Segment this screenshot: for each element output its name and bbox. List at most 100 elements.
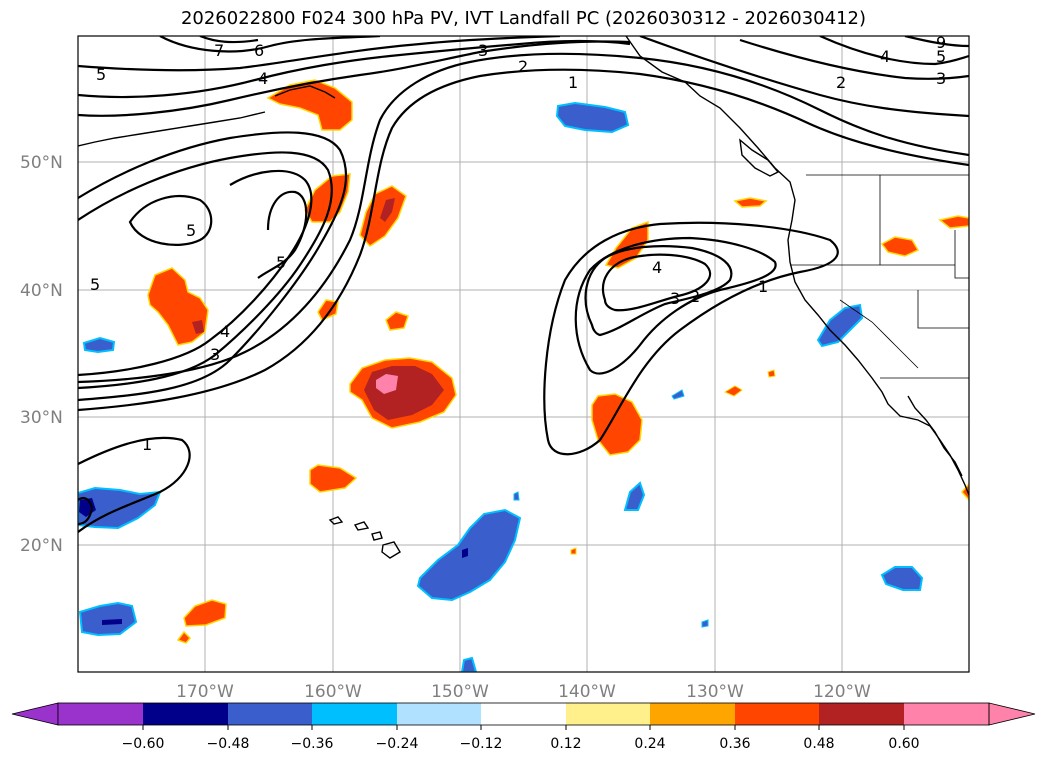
contour-label: 7 xyxy=(214,41,224,60)
blue-dot-3 xyxy=(701,619,709,628)
colorbar-extend-max xyxy=(988,702,1036,726)
blue-dot-1 xyxy=(671,389,685,400)
warm-blob-aleutian xyxy=(266,79,353,131)
contour-cutoff-4 xyxy=(602,253,712,312)
contour-label: 1 xyxy=(568,73,578,92)
warm-blob-oregon xyxy=(880,236,920,257)
contour-label: 5 xyxy=(96,65,106,84)
contour-cutoff-1 xyxy=(543,221,839,456)
lon-tick-label: 160°W xyxy=(304,682,362,702)
lon-tick-label: 170°W xyxy=(176,682,234,702)
colorbar-tick-label: −0.60 xyxy=(122,736,165,752)
contour-label: 9 xyxy=(936,33,946,52)
colorbar-segment xyxy=(228,703,312,725)
contour-2-west-trough xyxy=(78,131,348,402)
latitude-labels: 50°N 40°N 30°N 20°N xyxy=(20,153,63,556)
map-frame-bg xyxy=(78,36,969,672)
blue-blob-gulf-alaska xyxy=(555,101,630,134)
contour-5-ridge-inner xyxy=(128,195,213,246)
contour-label: 5 xyxy=(186,221,196,240)
warm-dot-2 xyxy=(767,369,776,378)
coastlines xyxy=(78,36,969,559)
colorbar-tick-label: −0.24 xyxy=(376,736,419,752)
longitude-labels: 170°W 160°W 150°W 140°W 130°W 120°W xyxy=(176,682,871,702)
colorbar: −0.60 −0.48 −0.36 −0.24 −0.12 0.12 0.24 … xyxy=(11,702,1036,752)
contour-label: 2 xyxy=(518,57,528,76)
contour-label: 6 xyxy=(254,41,264,60)
contour-top-4 xyxy=(78,39,631,99)
coast-hawaii-3 xyxy=(371,531,383,541)
contour-label: 3 xyxy=(210,345,220,364)
contour-south-1 xyxy=(78,436,191,533)
warm-blob-west-41n-core xyxy=(192,320,204,334)
coast-vancouver-island xyxy=(739,138,780,177)
contour-label: 2 xyxy=(690,287,700,306)
blue-blob-south-edge xyxy=(460,656,478,672)
pv-contours xyxy=(78,36,969,533)
contour-east-5 xyxy=(904,36,969,48)
coast-hawaii-2 xyxy=(353,521,370,531)
positive-anomaly-shading xyxy=(147,79,969,644)
colorbar-tick-label: −0.36 xyxy=(291,736,334,752)
blue-blob-west-14n xyxy=(78,601,138,637)
contour-label: 5 xyxy=(276,253,286,272)
warm-blob-sw-16n xyxy=(183,599,227,627)
colorbar-segment xyxy=(650,703,735,725)
graticule xyxy=(78,36,969,672)
colorbar-extend-min xyxy=(11,702,59,726)
warm-blob-162w-25n xyxy=(309,464,358,493)
coast-alaska-islands xyxy=(274,85,336,99)
colorbar-tick-label: 0.48 xyxy=(803,736,834,752)
blue-dot-2 xyxy=(513,491,520,501)
contour-label: 3 xyxy=(478,41,488,60)
warm-dot-3 xyxy=(570,547,577,555)
colorbar-segment xyxy=(819,703,904,725)
contour-top-left-7 xyxy=(199,36,259,44)
warm-blob-139w-28n xyxy=(591,393,643,456)
contour-top-5 xyxy=(78,36,561,72)
blue-blob-142w-23n xyxy=(623,481,646,511)
blue-blob-west-14n-core xyxy=(102,619,122,625)
contour-label: 1 xyxy=(758,277,768,296)
colorbar-segment xyxy=(143,703,228,725)
contour-east-4 xyxy=(819,36,969,66)
contour-south-inner xyxy=(78,496,94,526)
lon-tick-label: 150°W xyxy=(431,682,489,702)
contour-top-left-6 xyxy=(159,36,381,53)
lat-tick-label: 40°N xyxy=(20,281,63,301)
political-borders xyxy=(790,174,969,379)
lat-tick-label: 50°N xyxy=(20,153,63,173)
colorbar-tick-label: 0.60 xyxy=(888,736,919,752)
contour-label: 2 xyxy=(836,73,846,92)
contour-label: 5 xyxy=(936,47,946,66)
colorbar-segment xyxy=(904,703,989,725)
blue-blob-mexico xyxy=(880,566,924,591)
lat-tick-label: 30°N xyxy=(20,408,63,428)
lon-tick-label: 130°W xyxy=(686,682,744,702)
chart-title: 2026022800 F024 300 hPa PV, IVT Landfall… xyxy=(180,8,867,29)
contour-3-west-trough xyxy=(78,151,333,390)
warm-blob-137w-43n xyxy=(604,220,649,269)
lon-tick-label: 140°W xyxy=(558,682,616,702)
contour-east-2 xyxy=(639,36,969,118)
warm-blob-155w-37n xyxy=(385,311,409,331)
coast-hawaii-4 xyxy=(381,541,401,559)
colorbar-segment xyxy=(58,703,143,725)
contour-label: 3 xyxy=(670,289,680,308)
contour-label: 1 xyxy=(142,435,152,454)
contour-mid-long-1 xyxy=(78,52,969,384)
contour-label: 4 xyxy=(652,258,662,277)
colorbar-tick-label: 0.24 xyxy=(634,736,665,752)
blue-blob-hawaii-south xyxy=(416,508,522,602)
contour-east-3 xyxy=(739,38,969,80)
contour-cutoff-2 xyxy=(574,236,777,375)
contour-mid-long-2 xyxy=(78,68,969,412)
warm-blob-132w-47n xyxy=(733,197,768,208)
coast-aleutians xyxy=(78,111,266,147)
colorbar-outline xyxy=(57,702,990,726)
contour-cutoff-3 xyxy=(584,245,733,337)
colorbar-tick-label: 0.36 xyxy=(719,736,750,752)
colorbar-tick-label: −0.48 xyxy=(207,736,250,752)
warm-dot-1 xyxy=(723,385,743,397)
